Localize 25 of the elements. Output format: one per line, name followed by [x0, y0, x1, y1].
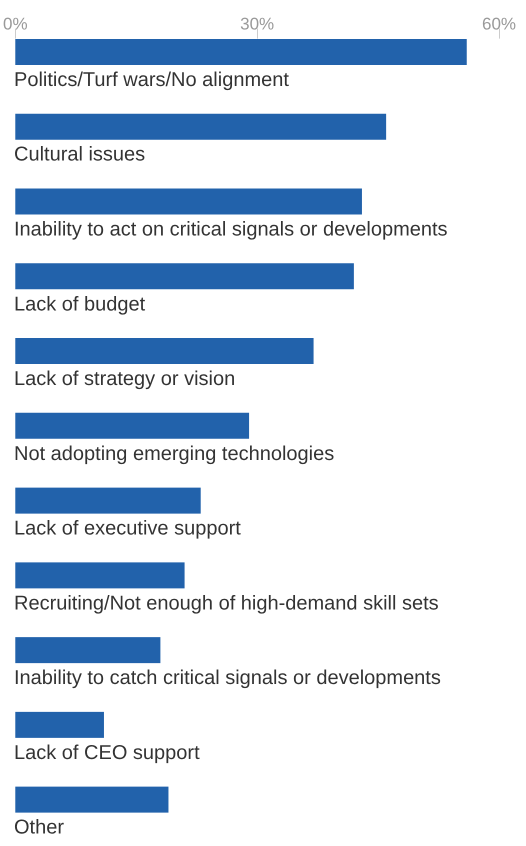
bar	[15, 488, 201, 514]
bar	[15, 412, 250, 439]
bar	[15, 38, 467, 65]
y-tick-label: Not adopting emerging technologies	[14, 442, 334, 465]
x-tick-label: 60%	[482, 14, 516, 34]
bar	[15, 188, 362, 215]
y-tick-label: Lack of CEO support	[14, 742, 200, 764]
y-tick-label: Inability to catch critical signals or developments	[14, 667, 441, 690]
bar	[15, 712, 104, 738]
x-tick-label: 0%	[2, 14, 28, 34]
bar	[15, 338, 314, 364]
bar	[15, 562, 185, 588]
bar	[15, 637, 160, 664]
y-tick-label: Lack of executive support	[14, 518, 242, 540]
y-tick-label: Politics/Turf wars/No alignment	[14, 68, 290, 91]
y-tick-label: Other	[14, 816, 64, 839]
y-tick-label: Cultural issues	[14, 144, 146, 166]
y-tick-label: Lack of budget	[14, 293, 146, 316]
x-tick-label: 30%	[240, 14, 274, 34]
y-tick-label: Lack of strategy or vision	[14, 368, 236, 390]
y-tick-label: Recruiting/Not enough of high-demand skill sets	[14, 592, 439, 614]
bar	[15, 114, 386, 140]
bar	[15, 263, 354, 290]
y-tick-label: Inability to act on critical signals or developments	[14, 218, 448, 241]
bar	[15, 786, 168, 813]
